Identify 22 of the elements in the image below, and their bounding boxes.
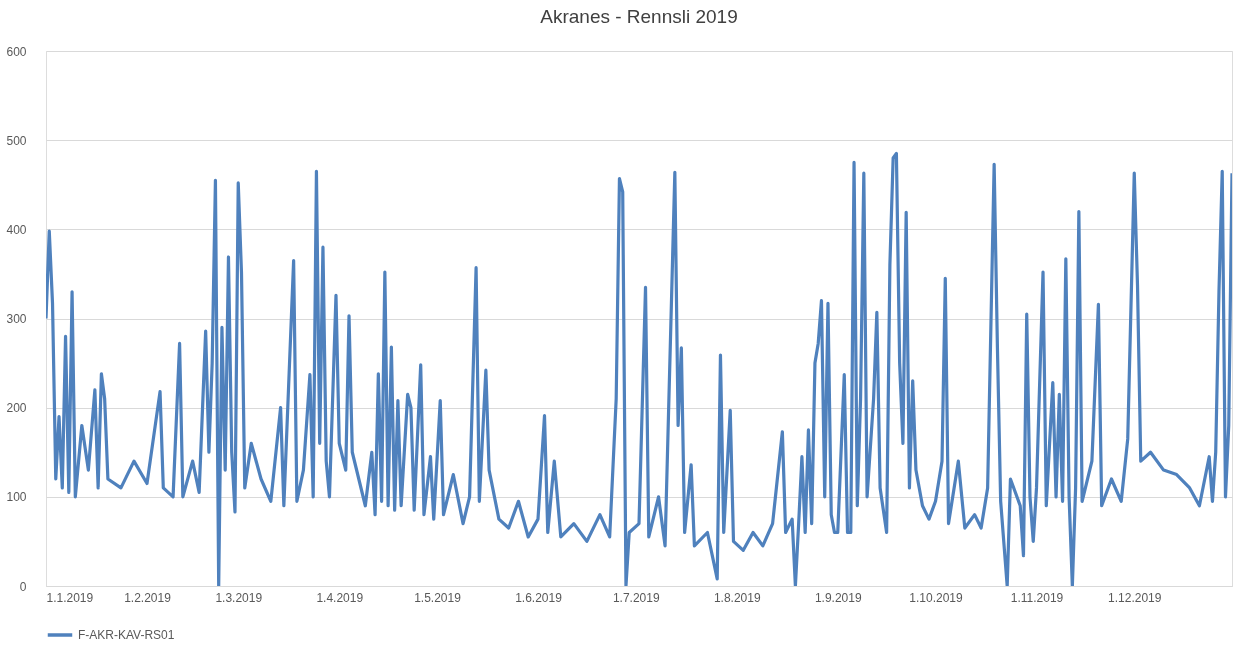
x-tick-label: 1.1.2019 xyxy=(46,590,94,605)
x-tick-label: 1.10.2019 xyxy=(909,590,964,605)
x-tick-label: 1.3.2019 xyxy=(215,590,263,605)
y-tick-label: 500 xyxy=(6,133,27,148)
y-tick-label: 100 xyxy=(6,490,27,505)
x-tick-label: 1.2.2019 xyxy=(124,590,172,605)
x-tick-label: 1.12.2019 xyxy=(1108,590,1162,605)
x-tick-label: 1.6.2019 xyxy=(515,590,563,605)
x-tick-label: 1.9.2019 xyxy=(814,590,862,605)
y-tick-label: 200 xyxy=(6,401,27,416)
x-tick-label: 1.7.2019 xyxy=(612,590,660,605)
y-tick-label: 600 xyxy=(6,44,27,59)
x-tick-label: 1.4.2019 xyxy=(316,590,364,605)
line-series xyxy=(46,151,1232,586)
x-tick-label: 1.11.2019 xyxy=(1010,590,1064,605)
legend-label: F-AKR-KAV-RS01 xyxy=(78,628,175,642)
chart-title: Akranes - Rennsli 2019 xyxy=(540,6,738,27)
y-tick-label: 300 xyxy=(6,312,27,326)
y-tick-label: 0 xyxy=(19,579,27,594)
y-tick-label: 400 xyxy=(6,222,27,237)
x-tick-label: 1.8.2019 xyxy=(713,590,761,605)
x-tick-label: 1.5.2019 xyxy=(414,590,462,605)
